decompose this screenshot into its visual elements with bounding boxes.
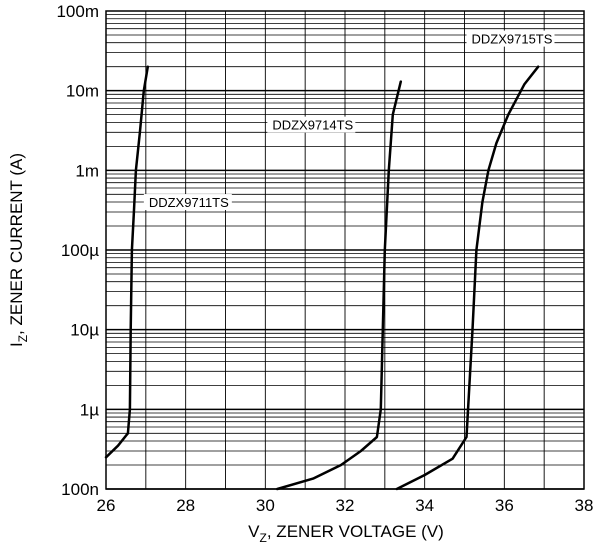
x-axis-title-main: V [248,522,260,541]
x-axis-title: VZ, ZENER VOLTAGE (V) [248,522,444,545]
y-axis-title-rest: , ZENER CURRENT (A) [7,153,26,335]
plot-frame [105,10,585,490]
x-tick-label: 38 [575,496,594,515]
series-labels: DDZX9711TS DDZX9714TS DDZX9715TS [143,30,555,211]
y-axis-title-main: I [7,342,26,347]
y-tick-label: 100n [61,480,99,499]
x-tick-label: 32 [336,496,355,515]
x-tick-label: 36 [495,496,514,515]
x-tick-label: 30 [256,496,275,515]
series-label-box [267,116,356,133]
x-tick-label: 26 [97,496,116,515]
series-line [395,65,540,491]
y-tick-label: 1µ [80,400,99,419]
x-tick-label: 28 [176,496,195,515]
x-tick-label: 34 [415,496,434,515]
series-label: DDZX9715TS [471,32,552,47]
series-label: DDZX9711TS [149,195,229,210]
y-axis-title-sub: Z [16,335,30,342]
y-tick-label: 10m [66,82,99,101]
x-axis-title-rest: , ZENER VOLTAGE (V) [267,522,444,541]
series-label-box [143,194,232,211]
series-label-box [466,30,555,47]
series-label: DDZX9714TS [272,118,353,133]
series-line [104,65,150,459]
y-tick-label: 100µ [61,241,99,260]
y-tick-label: 10µ [70,321,99,340]
series-line [276,80,403,491]
y-tick-label: 100m [56,2,99,21]
series-lines [104,65,540,491]
y-tick-labels: 100n 1µ 10µ 100µ 1m 10m 100m [56,2,99,499]
y-tick-label: 1m [75,161,99,180]
grid-minor [106,11,584,489]
x-axis-title-sub: Z [260,531,267,545]
x-tick-labels: 26 28 30 32 34 36 38 [97,496,594,515]
y-axis-title: IZ, ZENER CURRENT (A) [7,153,30,347]
